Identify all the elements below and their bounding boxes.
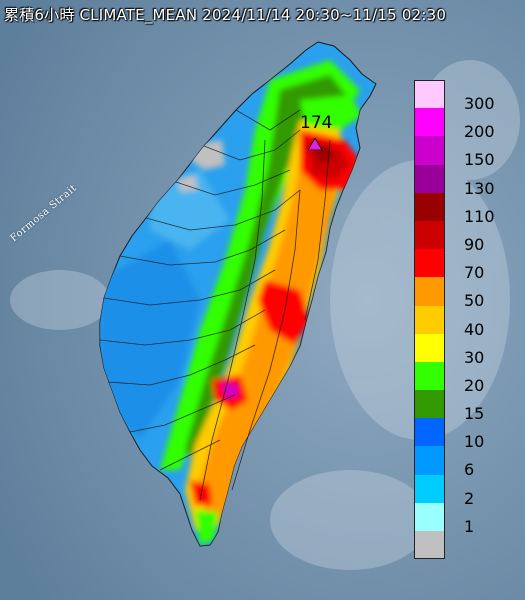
legend-tick-label: 10 bbox=[464, 432, 485, 452]
legend-swatch bbox=[414, 305, 445, 334]
legend-swatch bbox=[414, 390, 445, 419]
legend-swatch bbox=[414, 474, 445, 503]
legend-row: 130 bbox=[414, 164, 518, 198]
legend-swatch bbox=[414, 361, 445, 391]
legend-tick-label: 150 bbox=[464, 150, 495, 170]
legend-row: 200 bbox=[414, 108, 518, 141]
legend-row: 90 bbox=[414, 220, 518, 254]
legend-row: 15 bbox=[414, 390, 518, 423]
legend-tick-label: 50 bbox=[464, 291, 485, 311]
legend-swatch bbox=[414, 277, 445, 306]
legend-tick-label: 130 bbox=[464, 178, 495, 198]
rainfall-legend: 300 200 150 130 110 90 70 50 40 30 20 15 10 6 2 1 bbox=[414, 80, 518, 560]
legend-row: 300 bbox=[414, 80, 518, 113]
legend-swatch bbox=[414, 249, 445, 278]
legend-swatch bbox=[414, 531, 445, 560]
legend-swatch bbox=[414, 192, 445, 221]
legend-swatch bbox=[414, 108, 445, 137]
legend-swatch bbox=[414, 502, 445, 531]
legend-row: 20 bbox=[414, 361, 518, 395]
legend-swatch bbox=[414, 333, 445, 362]
legend-tick-label: 30 bbox=[464, 347, 485, 367]
legend-tick-label: 6 bbox=[464, 460, 475, 480]
legend-row: 150 bbox=[414, 136, 518, 169]
legend-swatch bbox=[414, 220, 445, 250]
legend-tick-label: 90 bbox=[464, 234, 485, 254]
max-rainfall-triangle-icon bbox=[308, 138, 322, 150]
legend-tick-label: 20 bbox=[464, 375, 485, 395]
legend-swatch bbox=[414, 446, 445, 475]
legend-row: 6 bbox=[414, 446, 518, 479]
legend-swatch bbox=[414, 418, 445, 447]
legend-row: 30 bbox=[414, 333, 518, 367]
legend-row: 70 bbox=[414, 249, 518, 282]
legend-tick-label: 2 bbox=[464, 488, 475, 508]
legend-swatch bbox=[414, 136, 445, 165]
district-boundaries bbox=[99, 109, 331, 501]
map-title: 累積6小時 CLIMATE_MEAN 2024/11/14 20:30~11/1… bbox=[4, 6, 447, 24]
max-rainfall-label: 174 bbox=[300, 113, 333, 133]
legend-row bbox=[414, 531, 518, 560]
legend-swatch bbox=[414, 164, 445, 193]
legend-row: 1 bbox=[414, 502, 518, 536]
legend-row: 2 bbox=[414, 474, 518, 508]
legend-tick-label: 15 bbox=[464, 404, 485, 424]
legend-row: 50 bbox=[414, 277, 518, 310]
legend-tick-label: 300 bbox=[464, 94, 495, 113]
legend-tick-label: 70 bbox=[464, 263, 485, 283]
legend-row: 40 bbox=[414, 305, 518, 339]
legend-row: 10 bbox=[414, 418, 518, 451]
legend-tick-label: 200 bbox=[464, 122, 495, 142]
legend-tick-label: 110 bbox=[464, 206, 495, 226]
legend-row: 110 bbox=[414, 192, 518, 226]
legend-tick-label: 40 bbox=[464, 319, 485, 339]
legend-swatch bbox=[414, 80, 445, 109]
legend-tick-label: 1 bbox=[464, 516, 475, 536]
